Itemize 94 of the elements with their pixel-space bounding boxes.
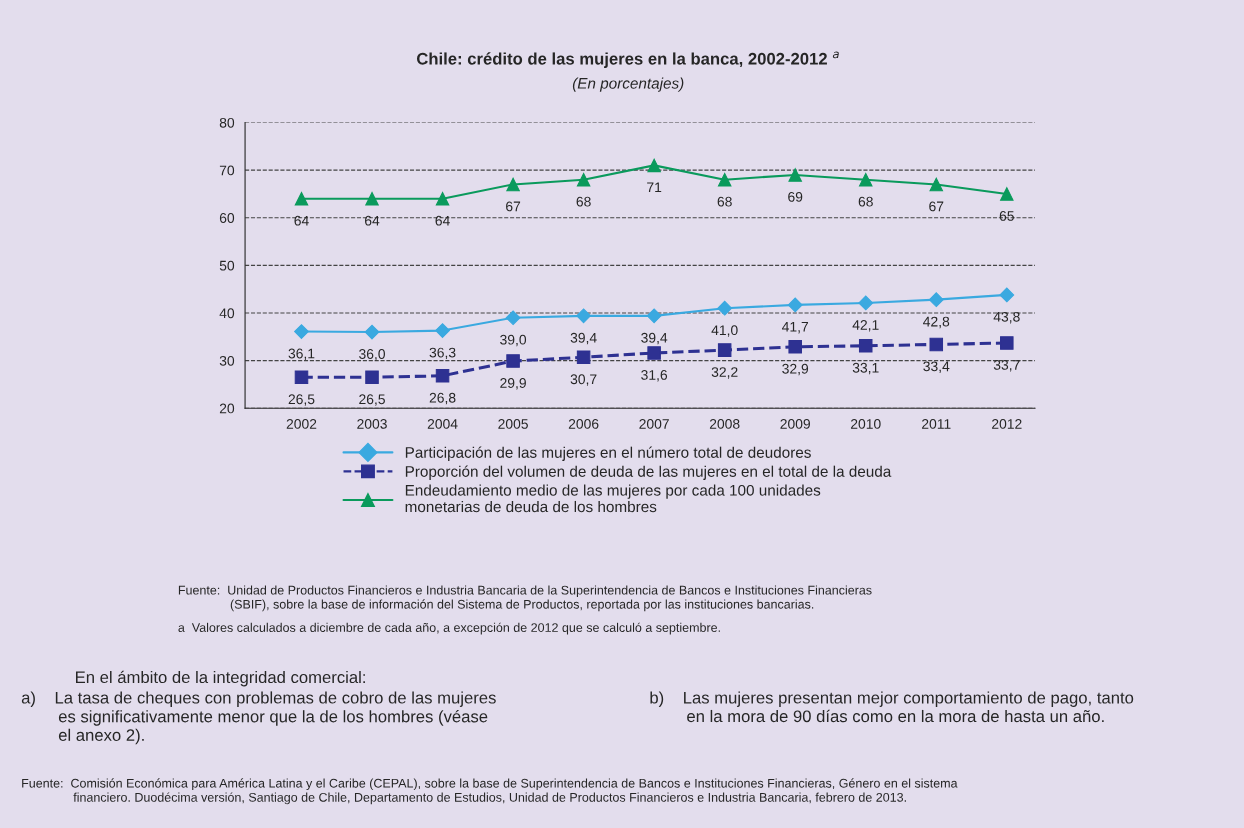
x-tick-label: 2007	[639, 418, 669, 429]
data-label: 67	[506, 201, 521, 212]
data-label: 26,8	[429, 392, 456, 405]
data-label: 33,7	[993, 360, 1020, 372]
point	[576, 350, 591, 365]
point	[364, 324, 380, 340]
source-note: Fuente: Comisión Económica para América Latina y el Caribe (CEPAL), sobre la base de Superintendencia de Bancos e Instituciones Financieras, Género en el sistema financiero. Duodécima versión, Santiago de Chile, Departamento de Estudios, Unidad de Productos Financieros e Industria Bancaria, febrero de 2013.	[22, 778, 958, 805]
text: En el ámbito de la integridad comercial:	[76, 670, 365, 687]
data-label: 29,9	[500, 378, 526, 390]
legend-label: Endeudamiento medio de las mujeres por cada 100 unidades monetarias de deuda de los hombres	[405, 484, 821, 513]
data-label: 64	[294, 215, 309, 226]
point	[717, 300, 733, 316]
y-tick-label: 80	[219, 117, 235, 128]
data-label: 39,0	[500, 334, 527, 347]
point	[294, 370, 309, 385]
data-label: 32,2	[711, 367, 738, 379]
data-label: 42,1	[852, 320, 879, 332]
x-tick-label: 2012	[992, 418, 1022, 429]
point	[717, 343, 732, 357]
data-label: 42,8	[923, 316, 950, 329]
data-label: 68	[858, 196, 873, 207]
x-tick-label: 2002	[286, 418, 317, 429]
y-tick-label: 20	[219, 403, 235, 414]
text: a) La tasa de cheques con problemas de cobro de las mujeres es significativamente menor que la de los hombres (véase el anexo 2).	[21, 691, 496, 745]
point	[435, 191, 450, 206]
data-label: 41,0	[711, 325, 738, 337]
chart-subtitle: (En porcentajes)	[572, 77, 684, 92]
data-label: 68	[576, 196, 591, 207]
point	[858, 295, 874, 311]
point	[435, 323, 450, 338]
x-tick-label: 2009	[780, 418, 810, 429]
point	[576, 172, 591, 187]
text: a Valores calculados a diciembre de cada año, a excepción de 2012 que se calculó a septiembre.	[178, 622, 720, 635]
point	[647, 346, 661, 360]
data-label: 26,5	[288, 394, 315, 406]
x-tick-label: 2003	[357, 418, 387, 429]
source-note: Fuente: Unidad de Productos Financieros e Industria Bancaria de la Superintendencia de Bancos e Instituciones Financieras (SBIF), sobre la base de información del Sistema de Productos, reportada por las instituciones bancarias.	[178, 585, 872, 612]
point	[929, 337, 944, 352]
text: b) Las mujeres presentan mejor comportamiento de pago, tanto en la mora de 90 días como en la mora de hasta un año.	[650, 691, 1134, 723]
point	[365, 370, 379, 385]
data-label: 68	[717, 196, 732, 207]
data-label: 33,1	[852, 362, 879, 375]
data-label: 26,5	[359, 394, 385, 406]
point	[294, 191, 309, 206]
point	[365, 191, 379, 206]
point	[576, 308, 592, 324]
data-label: 32,9	[782, 363, 809, 376]
point	[717, 172, 732, 187]
x-tick-label: 2008	[709, 418, 740, 429]
point	[506, 177, 520, 192]
data-label: 41,7	[782, 322, 809, 334]
point	[858, 339, 873, 353]
y-tick-label: 50	[219, 260, 235, 271]
data-label: 39,4	[570, 332, 597, 345]
x-tick-label: 2004	[427, 418, 458, 429]
legend-label: Participación de las mujeres en el número total de deudores	[405, 446, 811, 461]
y-tick-label: 70	[219, 165, 235, 176]
data-label: 39,4	[641, 332, 668, 345]
data-label: 31,6	[641, 370, 668, 382]
data-label: 30,7	[570, 374, 597, 386]
point	[505, 310, 521, 326]
data-label: 43,8	[993, 311, 1020, 324]
x-tick-label: 2006	[568, 418, 599, 429]
point	[858, 172, 873, 187]
x-tick-label: 2011	[922, 418, 951, 429]
point	[928, 292, 944, 308]
y-tick-label: 40	[219, 308, 235, 319]
data-label: 64	[365, 215, 380, 226]
data-label: 36,1	[288, 348, 315, 361]
data-label: 67	[929, 201, 944, 212]
y-tick-label: 30	[219, 355, 235, 366]
point	[999, 287, 1015, 303]
data-label: 69	[788, 191, 803, 202]
point	[788, 340, 802, 354]
point	[647, 158, 661, 173]
x-tick-label: 2010	[850, 418, 881, 429]
point	[646, 308, 662, 324]
legend-label: Proporción del volumen de deuda de las mujeres en el total de la deuda	[405, 465, 892, 480]
point	[435, 369, 450, 383]
data-label: 36,0	[359, 349, 385, 361]
point	[506, 354, 520, 368]
data-label: 71	[647, 182, 662, 193]
data-label: 36,3	[429, 347, 456, 360]
point	[929, 177, 944, 192]
point	[1000, 187, 1014, 201]
x-tick-label: 2005	[498, 418, 528, 429]
point	[294, 324, 309, 339]
data-label: 64	[435, 215, 450, 226]
data-label: 33,4	[923, 361, 950, 373]
point	[788, 168, 802, 182]
point	[1000, 336, 1014, 350]
point	[787, 297, 803, 313]
chart-title: Chile: crédito de las mujeres en la banca, 2002-2012 $^{a}$	[416, 51, 839, 68]
y-tick-label: 60	[219, 213, 235, 223]
